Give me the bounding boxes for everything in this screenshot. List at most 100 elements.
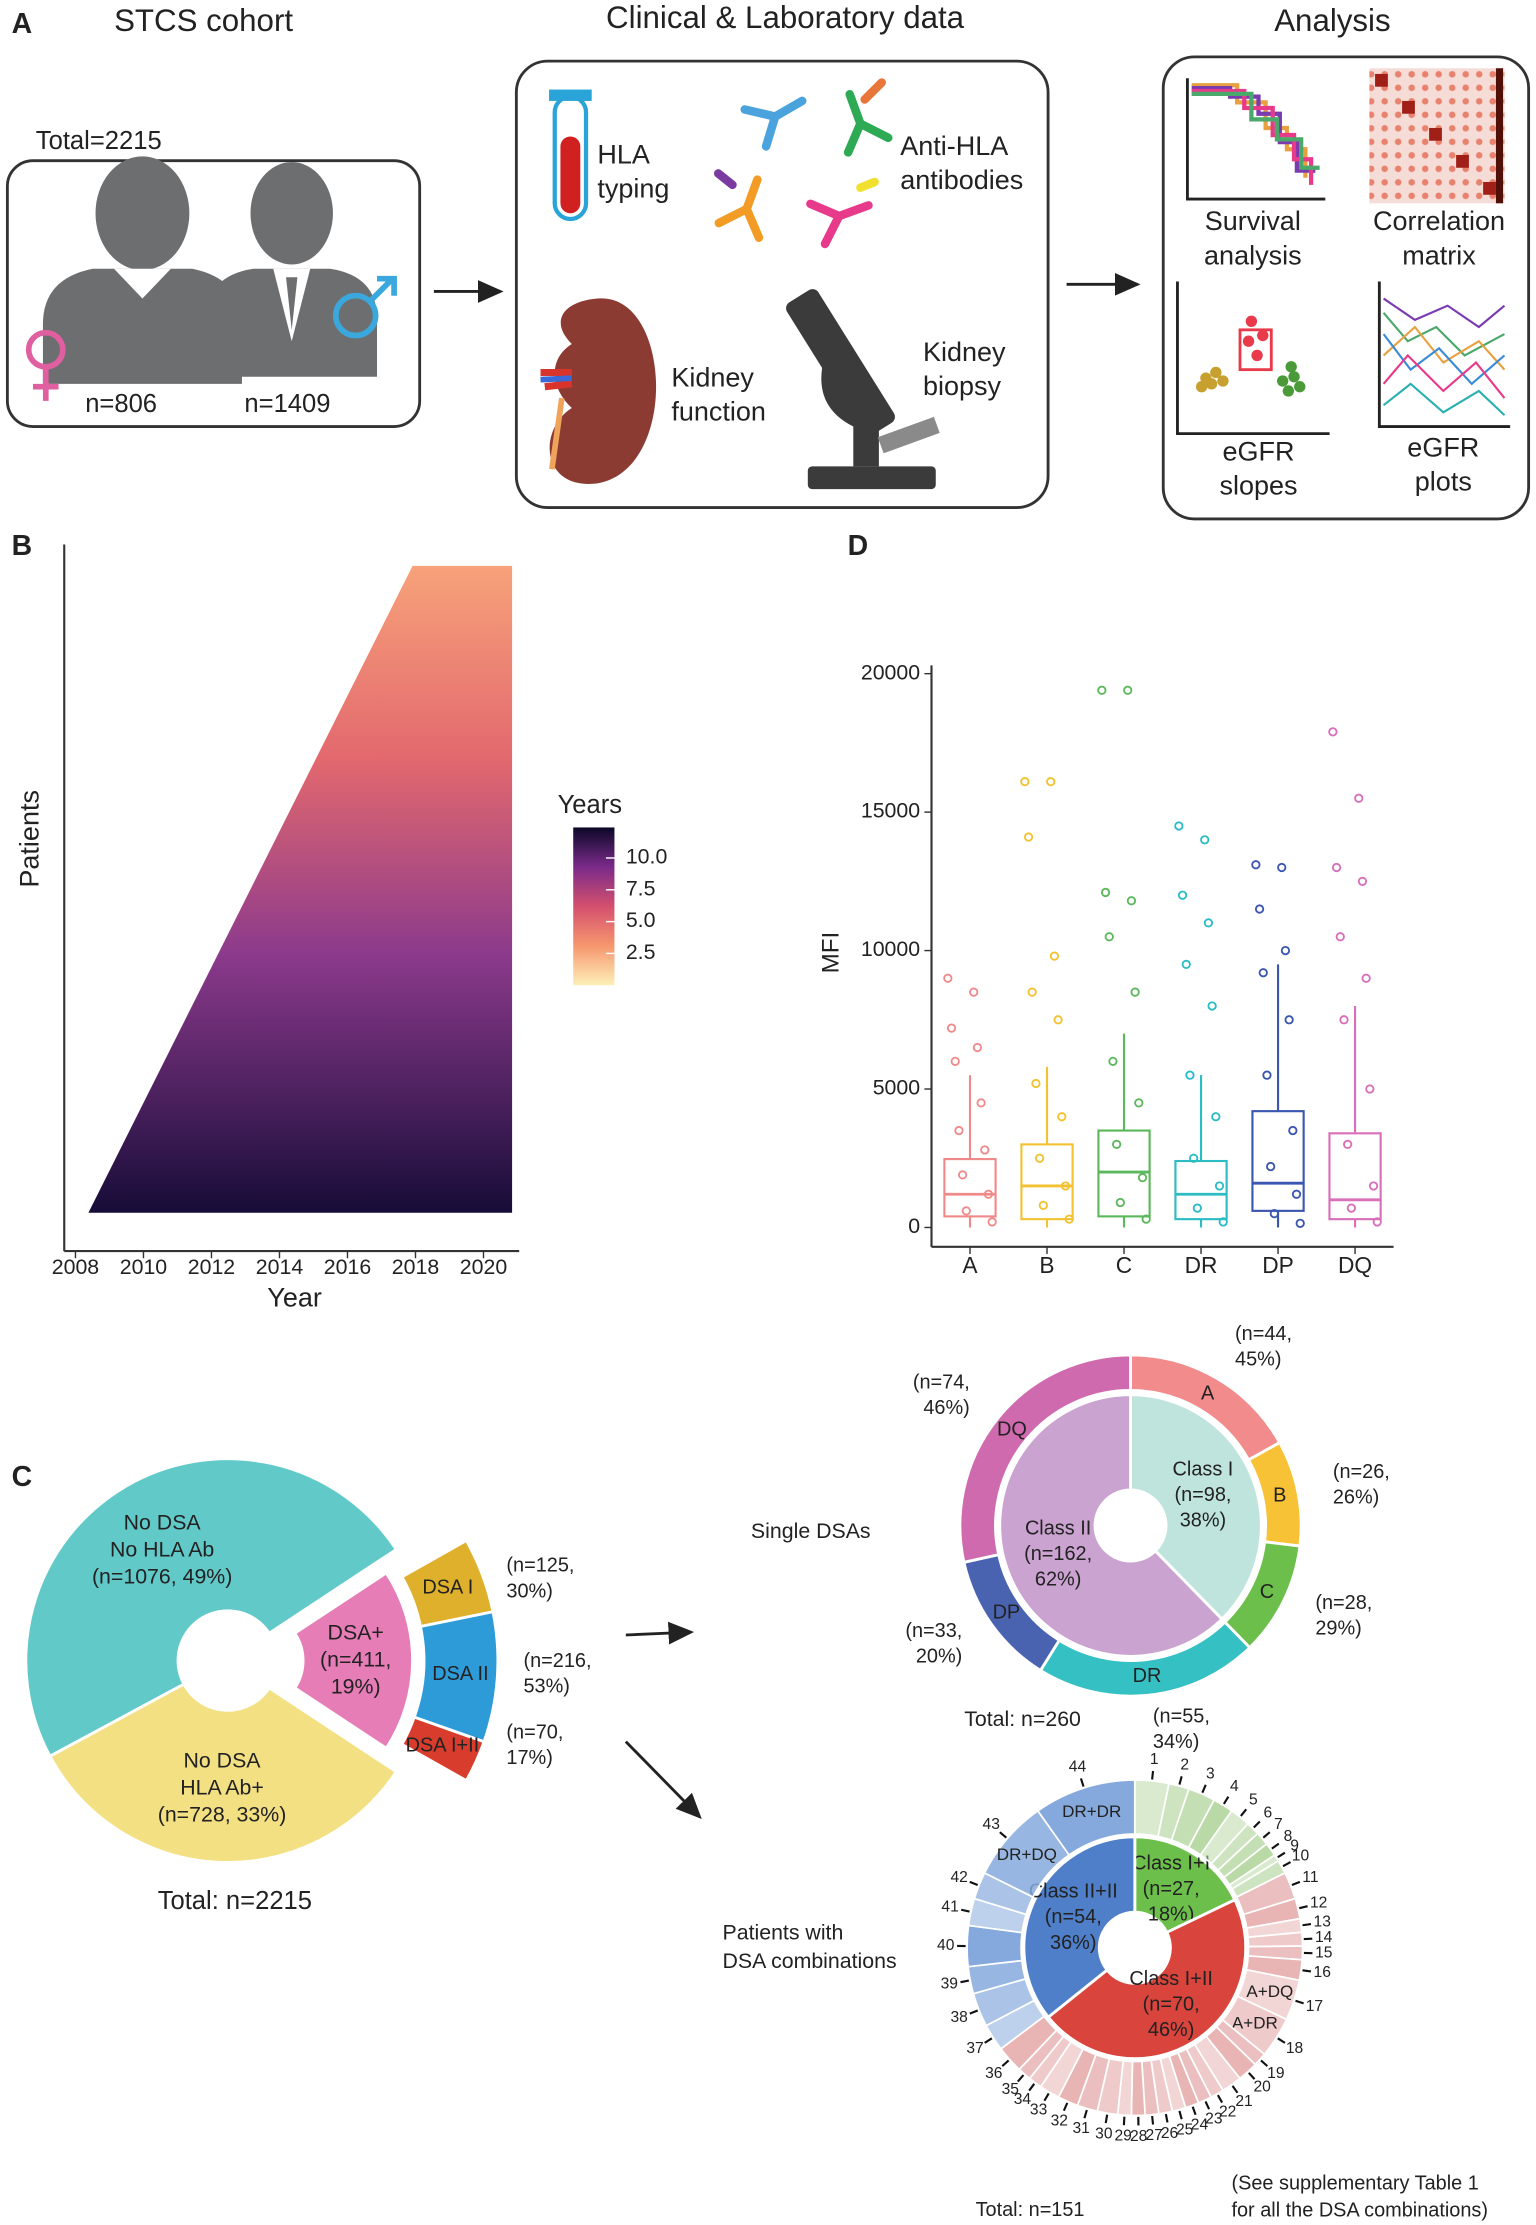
label: Anti-HLA antibodies xyxy=(900,131,1023,195)
label: 28 xyxy=(1130,2128,1148,2145)
point xyxy=(1368,1181,1379,1191)
segment-tick xyxy=(1302,1969,1312,1973)
label-line: Class II xyxy=(1025,1518,1091,1540)
point xyxy=(987,1217,997,1227)
label-line: (n=162, xyxy=(1024,1543,1092,1565)
panel-a-art-shape-shape xyxy=(1382,333,1506,386)
label-line: 17%) xyxy=(506,1747,552,1769)
label-line: antibodies xyxy=(900,165,1023,195)
label-line: Class I+II xyxy=(1129,1968,1212,1990)
label-line: 62%) xyxy=(1035,1569,1081,1591)
point xyxy=(1053,1015,1063,1025)
label: 30 xyxy=(1095,2125,1113,2142)
point xyxy=(943,973,953,983)
point xyxy=(1269,1209,1279,1219)
label: 0 xyxy=(908,1214,920,1238)
label-line: 29%) xyxy=(1315,1618,1361,1640)
label: 17 xyxy=(1306,1998,1323,2015)
segment-tick xyxy=(1079,1778,1085,1787)
label-line: 46%) xyxy=(1148,2019,1194,2041)
segment-tick xyxy=(1247,2072,1256,2080)
point xyxy=(1049,951,1060,961)
label: 1 xyxy=(1150,1751,1159,1768)
label: C xyxy=(12,1461,33,1493)
label: 20000 xyxy=(861,660,920,684)
panel-a-art-shape xyxy=(786,289,895,436)
box xyxy=(1251,1110,1305,1212)
label: 44 xyxy=(1069,1759,1087,1776)
label-line: eGFR xyxy=(1407,432,1479,462)
panel-a-art-shape xyxy=(1161,55,1531,521)
label: 32 xyxy=(1051,2112,1068,2129)
point xyxy=(1284,1015,1294,1025)
label: Analysis xyxy=(1274,3,1390,38)
panel-a-art-shape-shape xyxy=(1276,375,1289,387)
donut-inner xyxy=(1022,1835,1137,2020)
label: eGFR plots xyxy=(1407,432,1479,496)
segment-tick xyxy=(1122,2116,1126,2126)
label: 31 xyxy=(1072,2120,1089,2137)
label-line: matrix xyxy=(1402,240,1476,270)
label: Class II (n=162, 62%) xyxy=(1024,1518,1092,1591)
point xyxy=(1177,890,1188,900)
label: 2 xyxy=(1180,1756,1189,1773)
panel-a-art-shape xyxy=(250,162,333,265)
point xyxy=(1126,896,1137,906)
point xyxy=(1328,727,1338,737)
label: B xyxy=(1039,1252,1054,1278)
segment-tick xyxy=(1001,2059,1010,2067)
panel-a-art-shape-shape xyxy=(1294,381,1306,393)
point xyxy=(1108,1056,1118,1066)
point xyxy=(972,1042,983,1053)
point xyxy=(1251,860,1261,870)
label: 38 xyxy=(950,2009,968,2026)
label-line: 26%) xyxy=(1333,1487,1379,1509)
panel-a-art-shape xyxy=(1191,83,1308,178)
panel-a-art-shape xyxy=(5,159,422,428)
panel-a-art-shape-shape xyxy=(1382,382,1506,416)
label: (See supplementary Table 1 for all the DS… xyxy=(1231,2173,1487,2222)
panel-a-art-shape-shape xyxy=(856,177,879,192)
panel-a-art-shape-shape xyxy=(1251,349,1263,362)
segment-tick xyxy=(960,1908,970,1913)
donut-outer xyxy=(1036,1779,1136,1857)
label-line: 53%) xyxy=(523,1676,569,1698)
point xyxy=(1023,832,1034,842)
label: HLA typing xyxy=(597,140,669,204)
label: 10 xyxy=(1292,1848,1310,1865)
point xyxy=(1181,959,1191,970)
label: Class I+II (n=70, 46%) xyxy=(1129,1968,1212,2041)
point xyxy=(1254,904,1265,914)
label: 3 xyxy=(1206,1766,1215,1783)
label: C xyxy=(1260,1581,1274,1603)
point xyxy=(1357,876,1368,886)
label: 15000 xyxy=(861,799,920,823)
point xyxy=(1130,987,1140,997)
point xyxy=(1262,1070,1272,1080)
label: 23 xyxy=(1205,2111,1222,2128)
panel-b-art-shape xyxy=(573,827,615,986)
point xyxy=(957,1170,968,1180)
point xyxy=(1288,1125,1298,1136)
label: 15 xyxy=(1315,1945,1333,1962)
label: Patients xyxy=(15,790,45,888)
label: 2008 xyxy=(52,1255,99,1279)
label: 2020 xyxy=(460,1255,508,1279)
label-line: (n=74, xyxy=(913,1372,970,1394)
segment-tick xyxy=(1216,2094,1224,2104)
point xyxy=(1020,777,1030,787)
label: eGFR slopes xyxy=(1219,437,1297,501)
segment-tick xyxy=(1222,1796,1230,1805)
label-line: analysis xyxy=(1204,240,1302,270)
point xyxy=(1192,1203,1202,1213)
segment-tick xyxy=(1204,2101,1211,2110)
segment-tick xyxy=(1062,2102,1069,2112)
ring-segment xyxy=(400,1715,486,1783)
panel-a-art-shape-shape xyxy=(843,90,893,157)
label-line: Kidney xyxy=(923,337,1006,367)
label: Total: n=260 xyxy=(964,1707,1081,1731)
label: A+DR xyxy=(1232,2013,1278,2032)
panel-a-art-shape-shape xyxy=(1217,375,1229,387)
segment-tick xyxy=(1299,1905,1308,1910)
